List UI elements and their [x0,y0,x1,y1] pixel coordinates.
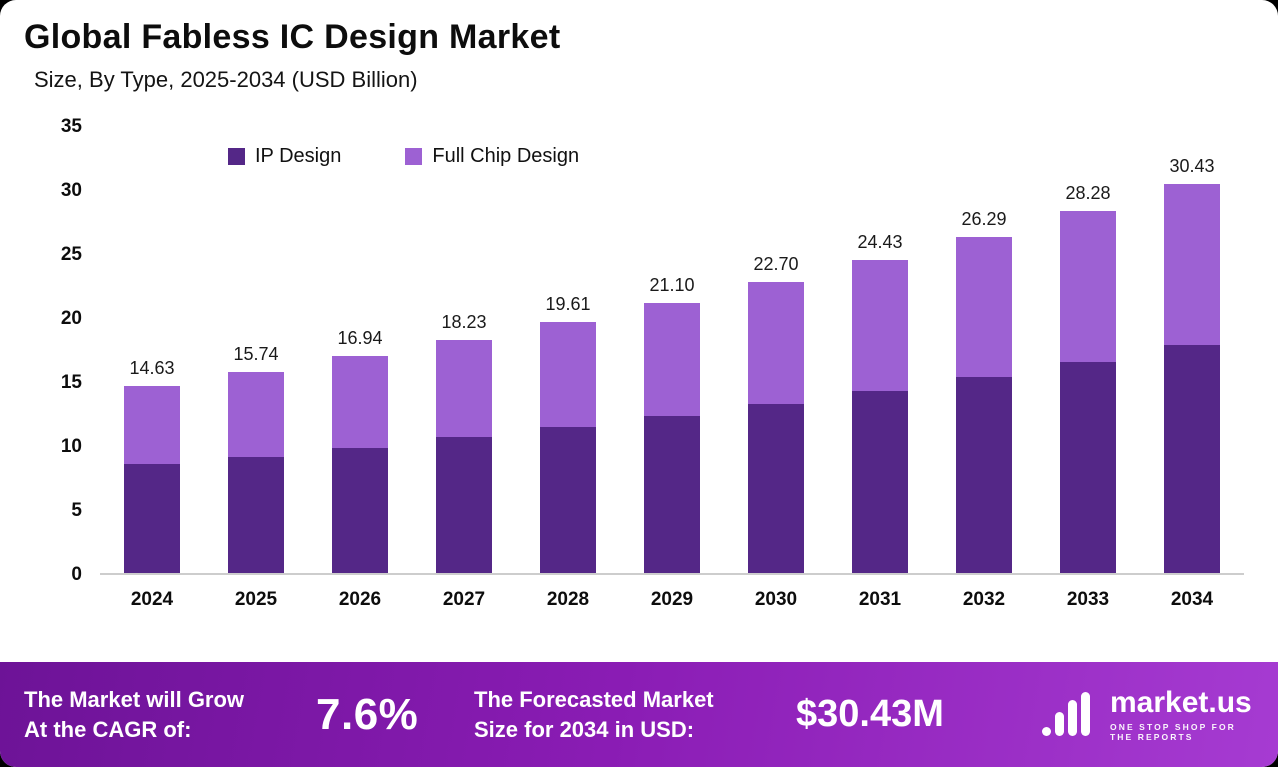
y-tick-label: 30 [60,180,82,201]
bar-value-label: 19.61 [545,294,591,315]
forecast-value: $30.43M [796,693,944,735]
segment-full-chip-design [956,236,1012,378]
segment-ip-design [644,415,700,573]
bar-group: 28.28 [1036,183,1140,573]
stacked-bar-chart: 0 5 10 15 20 25 30 35 IP Design Full Chip Design… [24,116,1254,611]
segment-full-chip-design [436,339,492,438]
bar-value-label: 21.10 [649,274,695,295]
segment-full-chip-design [332,356,388,448]
marketus-logo-icon [1040,691,1098,738]
y-tick-label: 20 [60,308,82,329]
x-axis-label: 2032 [962,589,1006,610]
brand-tagline: ONE STOP SHOP FOR THE REPORTS [1110,722,1236,743]
x-axis-label: 2031 [858,589,902,610]
cagr-label: The Market will Grow At the CAGR of: [24,687,245,742]
y-tick-label: 25 [60,244,82,265]
forecast-label: The Forecasted Market Size for 2034 in U… [474,687,714,742]
bar-value-label: 14.63 [129,357,175,378]
segment-ip-design [956,377,1012,573]
x-axis-label: 2027 [442,589,486,610]
stacked-bar [852,260,908,573]
x-axis-label: 2034 [1170,589,1214,610]
brand-logo: market.us ONE STOP SHOP FOR THE REPORTS [1040,685,1260,743]
x-axis-label: 2028 [546,589,590,610]
segment-full-chip-design [852,260,908,392]
y-tick-label: 35 [60,116,82,137]
segment-ip-design [540,427,596,573]
segment-ip-design [436,437,492,573]
stacked-bar [540,322,596,573]
bar-value-label: 30.43 [1169,155,1215,176]
segment-ip-design [1060,361,1116,573]
y-tick-label: 5 [71,500,82,521]
bar-value-label: 22.70 [753,254,799,275]
legend-swatch [405,148,423,165]
stacked-bar [1164,183,1220,573]
stacked-bar [436,339,492,573]
stacked-bar [332,356,388,573]
chart-legend: IP Design Full Chip Design [228,145,579,168]
segment-ip-design [748,404,804,573]
plot-area: IP Design Full Chip Design 14.63 15.74 16.9… [100,127,1244,611]
bar-group: 22.70 [724,254,828,573]
page-subtitle: Size, By Type, 2025-2034 (USD Billion) [34,67,418,92]
segment-ip-design [332,447,388,573]
cagr-value: 7.6% [316,689,419,739]
bar-value-label: 18.23 [441,311,487,332]
legend-swatch [228,148,245,165]
bar-group: 19.61 [516,294,620,573]
bar-group: 18.23 [412,312,516,573]
segment-full-chip-design [1164,183,1220,346]
stacked-bar [228,371,284,573]
segment-full-chip-design [1060,211,1116,362]
legend-label: Full Chip Design [432,145,580,167]
page-title: Global Fabless IC Design Market [24,18,561,56]
bar-group: 21.10 [620,275,724,573]
x-axis-label: 2026 [338,589,382,610]
bars-row: 14.63 15.74 16.94 18.23 19.61 21.10 22.70 24.43… [100,127,1244,575]
segment-ip-design [228,456,284,573]
bar-group: 30.43 [1140,156,1244,573]
chart-section: Global Fabless IC Design Market Size, By… [24,18,1254,611]
x-axis-label: 2033 [1066,589,1110,610]
legend-item: IP Design [228,145,341,168]
segment-full-chip-design [644,302,700,416]
bar-value-label: 24.43 [857,232,903,253]
stacked-bar [1060,211,1116,573]
x-axis-label: 2029 [650,589,694,610]
stacked-bar [644,302,700,573]
x-axis-label: 2024 [130,589,174,610]
bar-group: 14.63 [100,358,204,573]
brand-name: market.us [1110,685,1252,719]
x-axis: 2024 2025 2026 2027 2028 2029 2030 2031 2032 2033… [100,589,1244,611]
bar-value-label: 26.29 [961,208,1007,229]
stacked-bar [956,236,1012,573]
stacked-bar [124,385,180,573]
segment-full-chip-design [748,282,804,405]
legend-item: Full Chip Design [405,145,579,168]
bar-group: 26.29 [932,208,1036,573]
bar-value-label: 15.74 [233,343,279,364]
legend-label: IP Design [255,145,342,167]
bar-value-label: 28.28 [1065,183,1111,204]
y-tick-label: 15 [60,372,82,393]
x-axis-label: 2025 [234,589,278,610]
segment-ip-design [852,391,908,573]
segment-ip-design [1164,345,1220,573]
y-tick-label: 0 [71,564,82,585]
bar-group: 15.74 [204,344,308,573]
bar-group: 16.94 [308,328,412,573]
y-tick-label: 10 [60,436,82,457]
bar-group: 24.43 [828,232,932,573]
x-axis-label: 2030 [754,589,798,610]
segment-full-chip-design [228,371,284,457]
bar-value-label: 16.94 [337,328,383,349]
footer-banner: The Market will Grow At the CAGR of: 7.6… [0,662,1278,767]
y-axis: 0 5 10 15 20 25 30 35 [24,116,82,585]
segment-full-chip-design [124,385,180,465]
stacked-bar [748,282,804,573]
segment-ip-design [124,464,180,573]
segment-full-chip-design [540,322,596,428]
